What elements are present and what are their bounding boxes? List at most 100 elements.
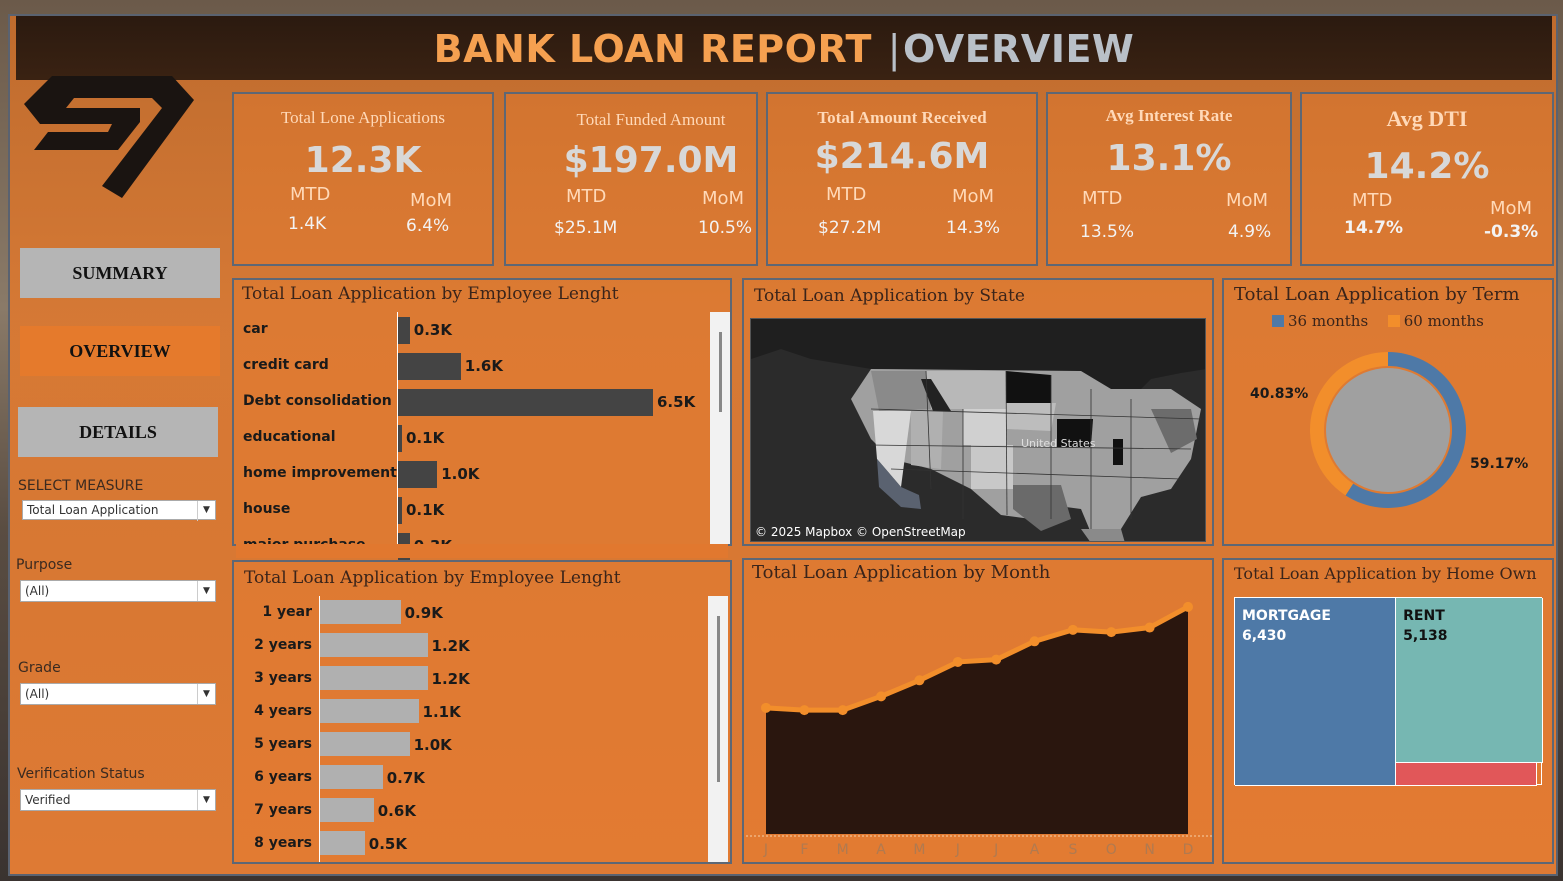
chart-title: Total Loan Application by Month xyxy=(752,562,1051,583)
bar-category-label: 6 years xyxy=(254,769,312,785)
bar[interactable] xyxy=(320,831,365,855)
month-point[interactable] xyxy=(837,705,848,716)
kpi-value: $214.6M xyxy=(814,136,990,177)
bar-value-label: 1.2K xyxy=(431,637,470,655)
month-point[interactable] xyxy=(876,691,887,702)
bar[interactable] xyxy=(320,732,410,756)
measure-select[interactable]: Total Loan Application ▼ xyxy=(22,500,216,521)
kpi-mom-value: 4.9% xyxy=(1228,222,1272,242)
bar[interactable] xyxy=(320,798,374,822)
treemap-label: MORTGAGE xyxy=(1242,608,1331,624)
month-point[interactable] xyxy=(799,705,810,716)
chart-title: Total Loan Application by Employee Lengh… xyxy=(244,568,621,588)
us-map-svg: United States xyxy=(751,319,1205,541)
map-attribution: © 2025 Mapbox © OpenStreetMap xyxy=(755,525,966,539)
month-point[interactable] xyxy=(1144,622,1155,633)
chart-title: Total Loan Application by Home Own xyxy=(1234,564,1537,583)
treemap-cell-rent[interactable]: RENT 5,138 xyxy=(1396,598,1543,763)
kpi-value: $197.0M xyxy=(563,140,739,181)
month-point[interactable] xyxy=(991,654,1002,665)
month-point[interactable] xyxy=(761,702,771,713)
bar[interactable] xyxy=(320,699,419,723)
chevron-down-icon: ▼ xyxy=(197,684,215,704)
bar[interactable] xyxy=(398,461,438,488)
purpose-select[interactable]: (All) ▼ xyxy=(20,580,216,602)
kpi-card-funded-amount: Total Funded Amount $197.0M MTD MoM $25.… xyxy=(504,92,758,266)
bar[interactable] xyxy=(398,353,461,380)
kpi-mtd-label: MTD xyxy=(290,184,331,205)
donut-slice-0[interactable] xyxy=(1345,352,1466,508)
kpi-mtd-label: MTD xyxy=(566,186,607,207)
bar-value-label: 1.0K xyxy=(441,465,480,483)
month-tick-label: D xyxy=(1183,842,1194,858)
bar-value-label: 1.6K xyxy=(464,357,503,375)
bar-value-label: 0.7K xyxy=(386,769,425,787)
bar[interactable] xyxy=(320,633,428,657)
month-area xyxy=(766,606,1188,834)
bar[interactable] xyxy=(320,666,428,690)
kpi-mtd-value: $25.1M xyxy=(554,218,618,238)
kpi-mtd-value: $27.2M xyxy=(818,218,882,238)
chevron-down-icon: ▼ xyxy=(197,790,215,810)
nav-overview-button[interactable]: OVERVIEW xyxy=(20,326,220,376)
kpi-mom-value: -0.3% xyxy=(1484,222,1539,242)
grade-select[interactable]: (All) ▼ xyxy=(20,683,216,705)
kpi-card-interest-rate: Avg Interest Rate 13.1% MTD MoM 13.5% 4.… xyxy=(1046,92,1292,266)
kpi-mom-label: MoM xyxy=(1226,190,1269,211)
nav-summary-button[interactable]: SUMMARY xyxy=(20,248,220,298)
kpi-card-avg-dti: Avg DTI 14.2% MTD MoM 14.7% -0.3% xyxy=(1300,92,1554,266)
month-point[interactable] xyxy=(1067,624,1078,635)
kpi-mom-value: 6.4% xyxy=(406,216,450,236)
scrollbar-thumb[interactable] xyxy=(717,616,720,782)
month-tick-label: F xyxy=(800,842,808,858)
kpi-card-total-applications: Total Lone Applications 12.3K MTD MoM 1.… xyxy=(232,92,494,266)
report-title: BANK LOAN REPORT xyxy=(433,27,872,71)
nav-details-button[interactable]: DETAILS xyxy=(18,407,218,457)
donut-slice-1[interactable] xyxy=(1310,352,1388,496)
month-point[interactable] xyxy=(952,656,963,667)
kpi-mom-label: MoM xyxy=(410,190,453,211)
bar[interactable] xyxy=(398,317,410,344)
bar-value-label: 0.1K xyxy=(406,429,445,447)
purpose-select-value: (All) xyxy=(25,584,50,598)
bar-value-label: 0.9K xyxy=(404,604,443,622)
kpi-mom-label: MoM xyxy=(702,188,745,209)
kpi-mtd-value: 13.5% xyxy=(1080,222,1135,242)
state-map[interactable]: United States © 2025 Mapbox © OpenStreet… xyxy=(750,318,1206,542)
bar-category-label: 7 years xyxy=(254,802,312,818)
month-point[interactable] xyxy=(1106,627,1117,638)
kpi-title: Avg Interest Rate xyxy=(1105,106,1233,125)
bar-category-label: house xyxy=(243,501,291,517)
bar-axis-line xyxy=(319,596,320,862)
bar[interactable] xyxy=(398,389,653,416)
purpose-filter-label: Purpose xyxy=(16,557,73,573)
bar[interactable] xyxy=(320,765,383,789)
month-point[interactable] xyxy=(914,675,925,686)
kpi-title: Total Funded Amount xyxy=(576,110,726,129)
bar-axis-line xyxy=(397,312,398,544)
verification-select[interactable]: Verified ▼ xyxy=(20,789,216,811)
bar-value-label: 0.3K xyxy=(413,321,452,339)
bar-value-label: 1.1K xyxy=(422,703,461,721)
scrollbar-thumb[interactable] xyxy=(719,332,722,412)
bar[interactable] xyxy=(320,600,401,624)
chart-panel-emp-length: Total Loan Application by Employee Lengh… xyxy=(232,560,732,864)
kpi-card-amount-received: Total Amount Received $214.6M MTD MoM $2… xyxy=(766,92,1038,266)
bar[interactable] xyxy=(398,497,402,524)
month-tick-label: N xyxy=(1144,842,1154,858)
treemap-cell-own[interactable] xyxy=(1396,762,1537,786)
chart-title: Total Loan Application by Term xyxy=(1234,284,1520,305)
month-point[interactable] xyxy=(1183,601,1193,612)
brand-logo-icon xyxy=(24,76,194,198)
treemap-cell-mortgage[interactable]: MORTGAGE 6,430 xyxy=(1235,598,1397,786)
month-tick-label: O xyxy=(1106,842,1117,858)
bar-category-label: credit card xyxy=(243,357,329,373)
kpi-mtd-label: MTD xyxy=(826,184,867,205)
measure-select-value: Total Loan Application xyxy=(27,503,159,517)
month-point[interactable] xyxy=(1029,636,1040,647)
purpose-scrollbar[interactable] xyxy=(710,312,730,544)
bar[interactable] xyxy=(398,425,402,452)
term-36-pct-label: 59.17% xyxy=(1470,456,1529,472)
emp-length-scrollbar[interactable] xyxy=(708,596,728,862)
chart-title: Total Loan Application by State xyxy=(754,286,1025,306)
